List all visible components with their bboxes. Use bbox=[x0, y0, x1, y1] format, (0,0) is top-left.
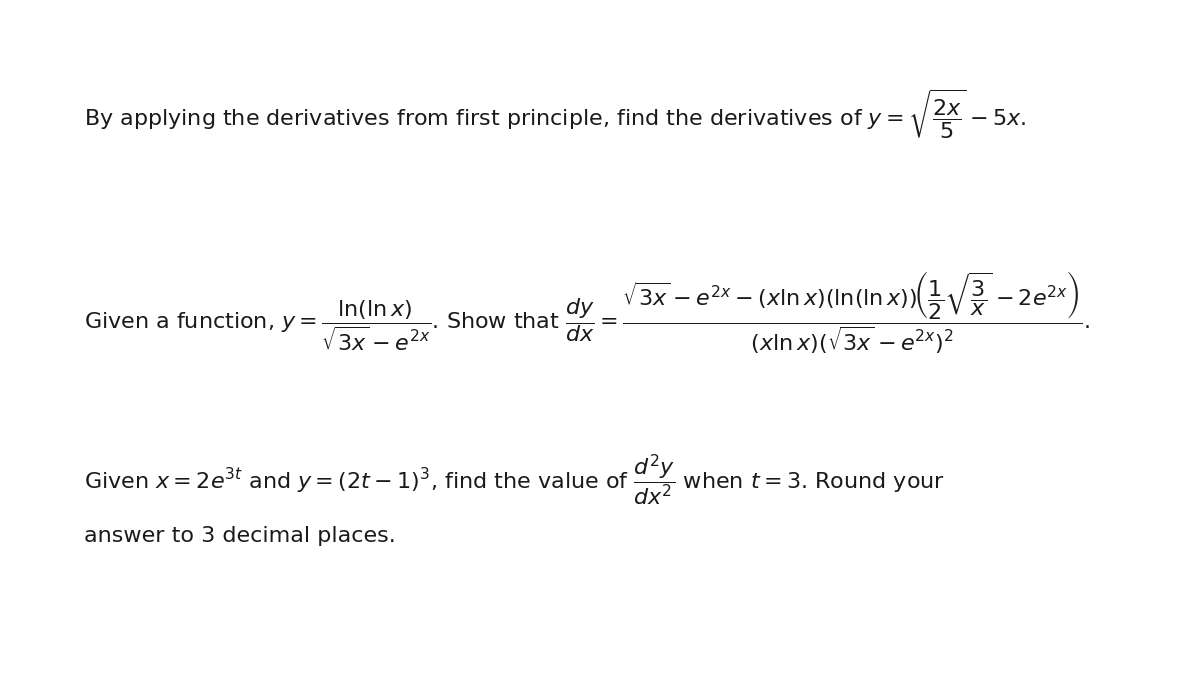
Text: Given a function, $y = \dfrac{\ln(\ln x)}{\sqrt{3x}-e^{2x}}$. Show that $\dfrac{: Given a function, $y = \dfrac{\ln(\ln x)… bbox=[84, 270, 1091, 356]
Text: Given $x = 2e^{3t}$ and $y = (2t-1)^3$, find the value of $\dfrac{d^2y}{dx^2}$ w: Given $x = 2e^{3t}$ and $y = (2t-1)^3$, … bbox=[84, 452, 944, 508]
Text: answer to 3 decimal places.: answer to 3 decimal places. bbox=[84, 526, 396, 547]
Text: By applying the derivatives from first principle, find the derivatives of $y = \: By applying the derivatives from first p… bbox=[84, 88, 1026, 141]
